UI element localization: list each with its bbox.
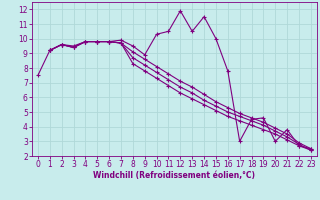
X-axis label: Windchill (Refroidissement éolien,°C): Windchill (Refroidissement éolien,°C) — [93, 171, 255, 180]
